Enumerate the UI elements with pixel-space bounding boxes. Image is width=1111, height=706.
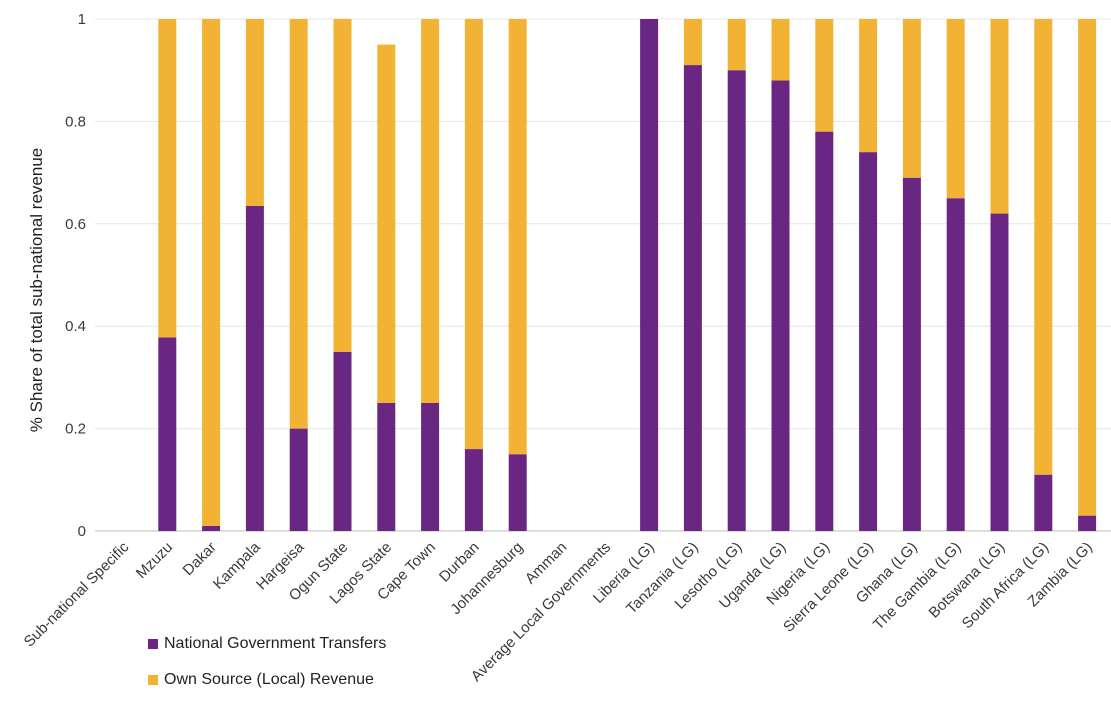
bar-national-transfers bbox=[990, 213, 1009, 531]
bar-own-source bbox=[289, 19, 308, 429]
bar-national-transfers bbox=[333, 351, 352, 531]
bar-own-source bbox=[815, 19, 834, 132]
bar-national-transfers bbox=[421, 403, 440, 531]
bar-national-transfers bbox=[289, 428, 308, 531]
y-tick-label: 0.6 bbox=[65, 216, 86, 233]
legend-item-national-transfers: National Government Transfers bbox=[148, 634, 386, 654]
bar-national-transfers bbox=[727, 70, 746, 531]
y-tick-label: 0.4 bbox=[65, 318, 86, 335]
bar-own-source bbox=[727, 19, 746, 71]
bar-own-source bbox=[508, 19, 527, 455]
x-tick-label: Botswana (LG) bbox=[926, 539, 1009, 622]
bar-national-transfers bbox=[464, 449, 483, 531]
bar-national-transfers bbox=[946, 198, 965, 531]
gridlines bbox=[95, 18, 1111, 532]
bar-own-source bbox=[902, 19, 921, 178]
bar-national-transfers bbox=[771, 80, 790, 531]
bar-national-transfers bbox=[1078, 515, 1097, 531]
bar-own-source bbox=[245, 19, 264, 206]
y-axis-label: % Share of total sub-national revenue bbox=[27, 148, 46, 432]
bar-own-source bbox=[771, 19, 790, 81]
bar-own-source bbox=[1078, 19, 1097, 516]
bar-own-source bbox=[946, 19, 965, 199]
bar-national-transfers bbox=[859, 152, 878, 531]
legend-label-own-source: Own Source (Local) Revenue bbox=[164, 671, 374, 688]
y-tick-label: 0 bbox=[78, 523, 86, 540]
bar-national-transfers bbox=[683, 65, 702, 531]
bar-own-source bbox=[202, 19, 221, 526]
bar-national-transfers bbox=[202, 525, 221, 531]
bar-national-transfers bbox=[158, 337, 177, 531]
bar-national-transfers bbox=[815, 131, 834, 531]
legend-item-own-source: Own Source (Local) Revenue bbox=[148, 670, 386, 690]
x-tick-label: Mzuzu bbox=[133, 539, 176, 582]
bar-national-transfers bbox=[902, 177, 921, 531]
bar-own-source bbox=[990, 19, 1009, 214]
bar-own-source bbox=[377, 44, 396, 403]
bar-national-transfers bbox=[377, 403, 396, 531]
bar-own-source bbox=[158, 19, 177, 338]
bars bbox=[158, 19, 1097, 531]
y-tick-label: 0.8 bbox=[65, 113, 86, 130]
bar-national-transfers bbox=[245, 205, 264, 531]
bar-own-source bbox=[333, 19, 352, 352]
bar-own-source bbox=[1034, 19, 1053, 475]
bar-own-source bbox=[421, 19, 440, 403]
legend-swatch-national-transfers bbox=[148, 639, 158, 649]
y-axis-ticks: 0 0.2 0.4 0.6 0.8 1 bbox=[65, 11, 86, 540]
bar-national-transfers bbox=[508, 454, 527, 531]
x-tick-label: Dakar bbox=[180, 539, 220, 579]
legend: National Government Transfers Own Source… bbox=[148, 634, 386, 706]
bar-national-transfers bbox=[1034, 474, 1053, 531]
y-tick-label: 0.2 bbox=[65, 421, 86, 438]
bar-own-source bbox=[859, 19, 878, 153]
legend-label-national-transfers: National Government Transfers bbox=[164, 635, 387, 652]
bar-own-source bbox=[683, 19, 702, 66]
legend-swatch-own-source bbox=[148, 675, 158, 685]
x-tick-label: Sub-national Specific bbox=[21, 538, 133, 650]
bar-national-transfers bbox=[640, 19, 659, 531]
bar-own-source bbox=[464, 19, 483, 450]
y-tick-label: 1 bbox=[78, 11, 86, 28]
